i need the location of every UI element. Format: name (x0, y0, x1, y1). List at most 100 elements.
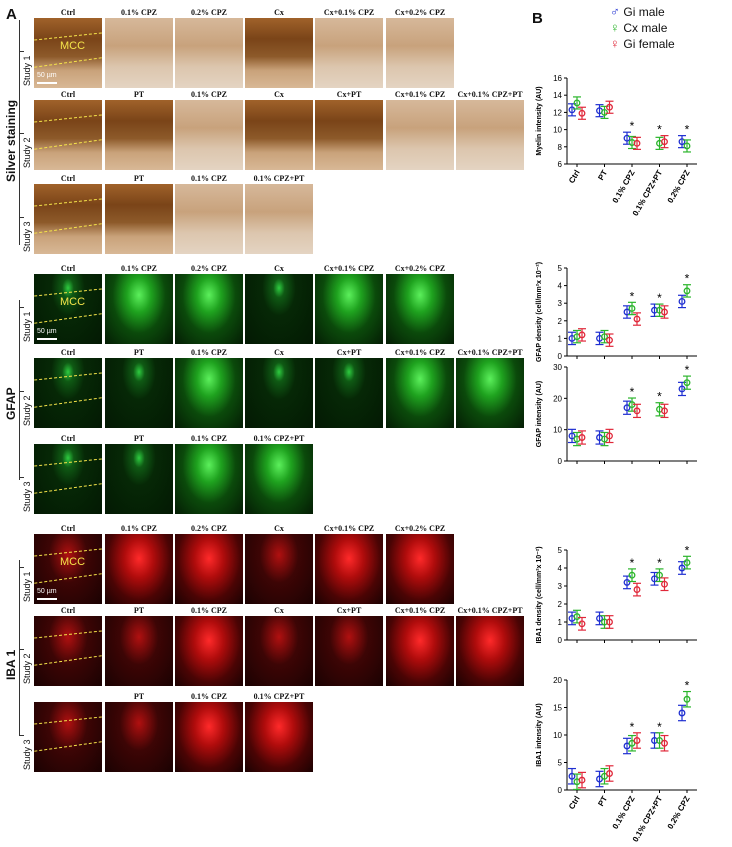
iba1-condition-label: PT (133, 692, 145, 701)
silver-micrograph (386, 100, 454, 170)
gfap-condition-label: 0.1% CPZ (121, 264, 157, 273)
significance-star: * (657, 291, 662, 305)
iba1-condition-label: PT (133, 606, 145, 615)
y-tick-label: 10 (553, 731, 562, 740)
iba1-micrograph (245, 702, 313, 772)
silver-micrograph (175, 18, 243, 88)
silver-condition-label: Cx+PT (336, 90, 362, 99)
gfap-micrograph (105, 358, 173, 428)
iba1-condition-label: 0.2% CPZ (191, 524, 227, 533)
y-axis-label: Myelin intensity (AU) (536, 86, 543, 155)
data-point (633, 737, 641, 744)
gfap-condition-label: Cx+PT (336, 348, 362, 357)
iba1-condition-label: 0.1% CPZ (121, 524, 157, 533)
iba1-condition-label: 0.1% CPZ (191, 692, 227, 701)
y-tick-label: 3 (558, 299, 563, 308)
significance-star: * (685, 363, 690, 377)
data-point (661, 739, 668, 747)
gfap-condition-label: Ctrl (60, 434, 76, 443)
significance-star: * (685, 679, 690, 693)
data-point (678, 297, 686, 305)
y-tick-label: 12 (553, 108, 562, 117)
gfap-condition-label: PT (133, 348, 145, 357)
iba1-condition-label: Cx+PT (336, 606, 362, 615)
data-point (578, 434, 586, 441)
x-tick-label: 0.1% CPZ (611, 794, 637, 830)
iba1-micrograph (105, 702, 173, 772)
y-axis-label: IBA1 intensity (AU) (536, 703, 543, 766)
mcc-boundary-upper (34, 630, 102, 639)
scale-bar (37, 598, 57, 600)
panel-a-letter: A (6, 6, 17, 23)
silver-condition-label: Cx (274, 90, 284, 99)
silver-micrograph (34, 100, 102, 170)
mcc-label: MCC (60, 40, 86, 52)
iba1-micrograph (245, 534, 313, 604)
gfap-condition-label: Cx (274, 264, 284, 273)
silver-micrograph (386, 18, 454, 88)
panel-b-letter: B (532, 10, 543, 27)
gfap-micrograph (34, 358, 102, 428)
y-tick-label: 2 (558, 317, 563, 326)
data-point (633, 407, 641, 415)
gfap-study-label: Study 1 (22, 311, 32, 342)
mcc-boundary-upper (34, 716, 102, 725)
silver-micrograph (175, 100, 243, 170)
data-point (661, 138, 668, 146)
significance-star: * (630, 556, 635, 570)
mcc-boundary-lower (34, 741, 102, 752)
y-tick-label: 30 (553, 363, 562, 372)
iba1-bracket-tick (19, 735, 24, 736)
mcc-boundary-lower (34, 223, 102, 234)
data-point (623, 404, 631, 412)
silver-condition-label: 0.1% CPZ (121, 8, 157, 17)
silver-condition-label: PT (133, 90, 145, 99)
data-point (578, 620, 586, 628)
silver-micrograph (105, 100, 173, 170)
y-tick-label: 10 (553, 426, 562, 435)
iba1-study-label: Study 2 (22, 653, 32, 684)
data-point (596, 614, 603, 622)
significance-star: * (685, 123, 690, 137)
sex-symbol-icon: ♂ (610, 4, 624, 19)
iba1-bracket-tick (19, 649, 24, 650)
gfap-micrograph (175, 444, 243, 514)
silver-condition-label: PT (133, 174, 145, 183)
gfap-study-label: Study 2 (22, 395, 32, 426)
legend-item: ♂ Gi male (610, 4, 665, 19)
scale-label: 50 µm (37, 328, 57, 335)
data-point (606, 103, 613, 111)
data-point (651, 575, 658, 583)
iba1-micrograph (315, 616, 383, 686)
mcc-boundary-lower (34, 573, 102, 584)
iba1-condition-label: Ctrl (60, 524, 76, 533)
significance-star: * (657, 123, 662, 137)
data-point (683, 287, 691, 295)
significance-star: * (630, 720, 635, 734)
iba1-micrograph (105, 534, 173, 604)
data-point (678, 564, 686, 572)
silver-micrograph (315, 100, 383, 170)
gfap-condition-label: 0.1% CPZ (191, 434, 227, 443)
mcc-label: MCC (60, 296, 86, 308)
y-tick-label: 0 (558, 352, 563, 361)
iba1-condition-label: 0.1% CPZ (191, 606, 227, 615)
gfap-condition-label: 0.1% CPZ+PT (253, 434, 305, 443)
y-tick-label: 1 (558, 334, 563, 343)
gfap-micrograph: MCC 50 µm (34, 274, 102, 344)
data-point (606, 770, 613, 777)
data-point (568, 106, 576, 114)
silver-micrograph (245, 184, 313, 254)
legend-item: ♀ Cx male (610, 20, 667, 35)
iba1-condition-label: Cx+0.1% CPZ (394, 606, 446, 615)
gfap-micrograph (175, 274, 243, 344)
x-tick-label: 0.1% CPZ+PT (631, 168, 665, 217)
gfap-micrograph (105, 274, 173, 344)
significance-star: * (685, 543, 690, 557)
silver-micrograph (456, 100, 524, 170)
y-tick-label: 0 (558, 457, 563, 466)
gfap-micrograph (315, 274, 383, 344)
silver-condition-label: Cx+0.1% CPZ (323, 8, 375, 17)
x-tick-label: Ctrl (567, 795, 582, 811)
gfap-micrograph (34, 444, 102, 514)
